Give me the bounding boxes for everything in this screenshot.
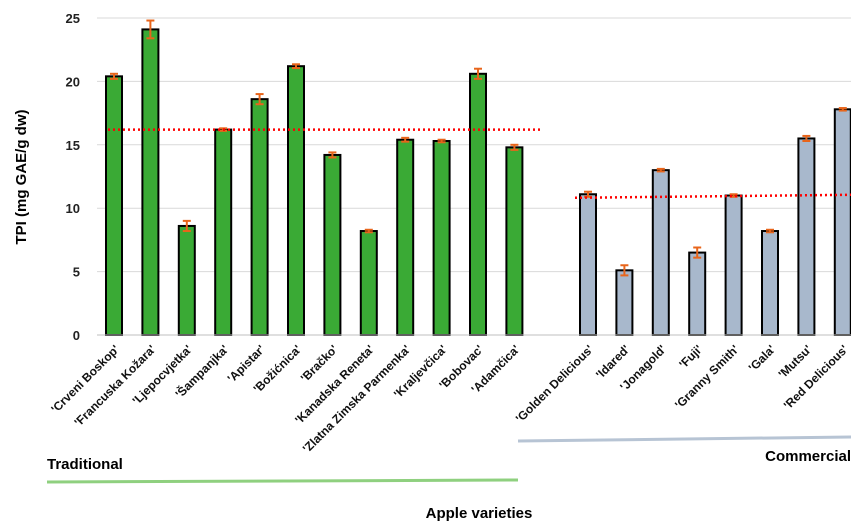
bar [833, 108, 851, 336]
group-underline [517, 435, 851, 443]
bar [323, 153, 342, 336]
bar [287, 65, 305, 337]
group-label: Traditional [47, 456, 123, 473]
bar [359, 230, 378, 336]
y-tick-label: 15 [66, 138, 80, 153]
bar [177, 224, 196, 336]
y-axis-title: TPI (mg GAE/g dw) [13, 110, 30, 245]
y-tick-label: 10 [66, 201, 80, 216]
bar [615, 269, 634, 336]
group-label: Commercial [765, 448, 851, 465]
bar [250, 98, 269, 337]
mean-lines [108, 128, 851, 200]
category-label: 'Gala' [746, 342, 778, 374]
category-label: 'Granny Smith' [672, 342, 742, 412]
bar [432, 139, 451, 336]
bar [761, 230, 779, 336]
bar [724, 194, 743, 336]
bar [505, 146, 524, 336]
bar [396, 138, 415, 336]
x-axis-title: Apple varieties [426, 505, 533, 522]
y-tick-label: 20 [66, 74, 80, 89]
category-label: 'Fuji' [676, 342, 705, 371]
y-tick-label: 0 [73, 328, 80, 343]
category-label: 'Golden Delicious' [513, 342, 596, 425]
mean-line [574, 193, 851, 200]
category-label: 'Red Delicious' [781, 342, 851, 412]
bar [797, 137, 816, 336]
bar [688, 251, 707, 336]
bar [214, 128, 233, 336]
y-tick-label: 5 [73, 265, 80, 280]
y-tick-label: 25 [66, 11, 80, 26]
bar [651, 169, 670, 336]
bar [469, 72, 487, 337]
bar [105, 75, 123, 336]
bar [579, 193, 597, 336]
y-axis-ticks: 0 5 10 15 20 25 [66, 11, 80, 343]
bar [141, 28, 160, 337]
group-underline [46, 478, 519, 484]
group-labels: Traditional Commercial [46, 435, 851, 484]
